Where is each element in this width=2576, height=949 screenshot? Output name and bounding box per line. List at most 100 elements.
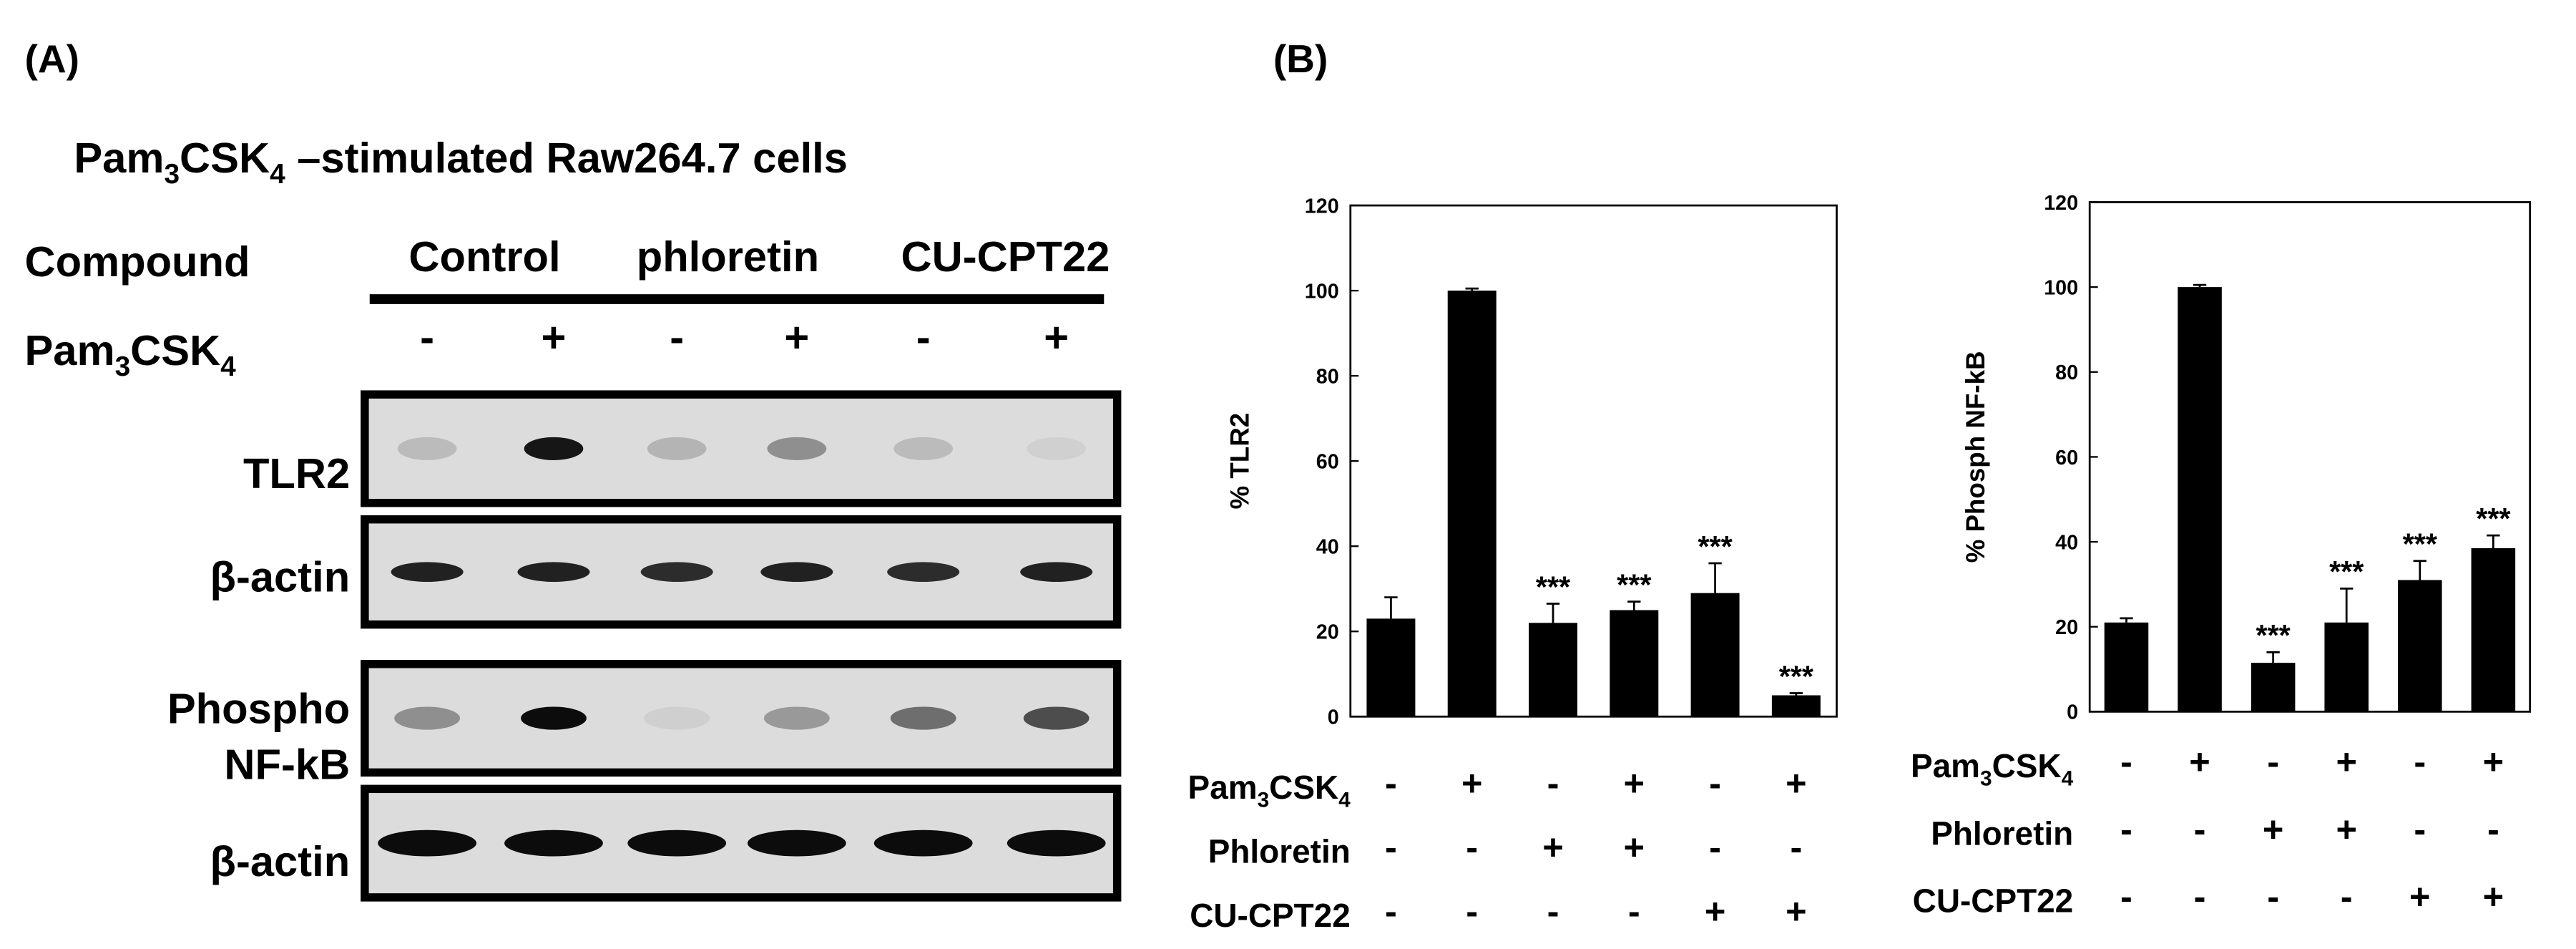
sign: - <box>2267 741 2279 782</box>
y-tick-label: 40 <box>1316 536 1339 559</box>
bar <box>1690 593 1740 717</box>
sign: - <box>1709 827 1721 867</box>
band <box>890 706 956 730</box>
y-tick-label: 0 <box>2067 701 2078 724</box>
subscript: 3 <box>115 351 131 382</box>
sign: - <box>1385 891 1397 932</box>
sign: - <box>2341 876 2353 917</box>
sign: - <box>2414 809 2426 850</box>
band <box>640 562 713 582</box>
band <box>1020 562 1093 582</box>
sign: + <box>2336 741 2357 782</box>
sign: + <box>1786 763 1807 804</box>
sign: - <box>1466 891 1478 932</box>
text-part: CSK <box>130 326 220 374</box>
sign: - <box>2120 876 2132 917</box>
blot <box>361 660 1122 777</box>
bar <box>1529 623 1577 717</box>
band <box>521 706 587 730</box>
text-part: Phloretin <box>1208 833 1351 870</box>
y-tick-label: 80 <box>1316 365 1339 388</box>
band <box>887 562 960 582</box>
text-part: –stimulated Raw264.7 cells <box>285 134 848 182</box>
sign: - <box>2194 809 2206 850</box>
significance-label: *** <box>2476 502 2511 535</box>
sign: - <box>2120 809 2132 850</box>
blot <box>361 784 1122 902</box>
sign: - <box>1385 763 1397 804</box>
bar <box>1610 610 1659 717</box>
sign: - <box>1790 827 1802 867</box>
sign: + <box>2409 876 2431 917</box>
blot <box>361 515 1122 629</box>
subscript: 4 <box>220 351 236 382</box>
significance-label: *** <box>1536 570 1571 603</box>
y-tick-label: 60 <box>2055 447 2078 469</box>
text-part: Pam <box>74 134 164 182</box>
compound-label: Control <box>408 233 560 281</box>
sign: + <box>2263 809 2284 850</box>
sign: - <box>2120 741 2132 782</box>
blot <box>361 390 1122 507</box>
significance-label: *** <box>1779 660 1814 693</box>
row-label: Compound <box>24 238 250 286</box>
significance-label: *** <box>1617 568 1652 601</box>
band <box>394 706 461 730</box>
sign: - <box>916 313 931 361</box>
significance-label: *** <box>2329 555 2364 588</box>
y-tick-label: 100 <box>2044 276 2078 299</box>
blot-label: Phospho <box>167 684 350 732</box>
text-part: CU-CPT22 <box>1913 882 2074 920</box>
bar <box>2324 622 2369 712</box>
sign: + <box>2189 741 2210 782</box>
subscript: 3 <box>1980 767 1992 791</box>
band <box>747 829 846 857</box>
sign: + <box>2483 876 2504 917</box>
subscript: 3 <box>1258 789 1270 812</box>
bar <box>2398 580 2442 712</box>
y-tick-label: 20 <box>1316 621 1339 644</box>
band <box>397 437 457 461</box>
text-part: Pam <box>1188 769 1258 806</box>
band <box>524 437 584 461</box>
significance-label: *** <box>1698 530 1733 563</box>
sign: + <box>1542 827 1564 867</box>
sign: + <box>542 313 567 361</box>
text-part: CSK <box>1269 769 1338 806</box>
bar <box>1447 291 1497 717</box>
band <box>647 437 707 461</box>
sign: - <box>1628 891 1640 932</box>
band <box>517 562 590 582</box>
sign: - <box>670 313 684 361</box>
bar <box>2178 287 2222 712</box>
blot-label: β-actin <box>210 837 351 885</box>
subscript: 4 <box>2062 767 2074 791</box>
sign: - <box>1547 891 1559 932</box>
band <box>391 562 464 582</box>
sign: + <box>1461 763 1483 804</box>
text-part: Phloretin <box>1931 814 2073 852</box>
compound-label: CU-CPT22 <box>901 233 1110 281</box>
significance-label: *** <box>2256 619 2291 652</box>
sign: + <box>1044 313 1069 361</box>
treatment-label: Pam3CSK4 <box>1911 747 2074 790</box>
plot-frame <box>2088 201 2532 713</box>
sign: - <box>1385 827 1397 867</box>
band <box>378 829 477 857</box>
sign: + <box>2483 741 2504 782</box>
sign: - <box>2194 876 2206 917</box>
blot-title: Pam3CSK4 –stimulated Raw264.7 cells <box>74 134 848 190</box>
band <box>760 562 833 582</box>
text-part: Pam <box>1911 747 1980 784</box>
sign: - <box>1709 763 1721 804</box>
band <box>1007 829 1106 857</box>
sign: - <box>2267 876 2279 917</box>
band <box>627 829 727 857</box>
bar <box>1366 618 1416 717</box>
y-tick-label: 100 <box>1305 280 1339 303</box>
row-label: Pam3CSK4 <box>24 326 236 382</box>
sign: + <box>1786 891 1807 932</box>
panel-label: (A) <box>24 36 79 81</box>
